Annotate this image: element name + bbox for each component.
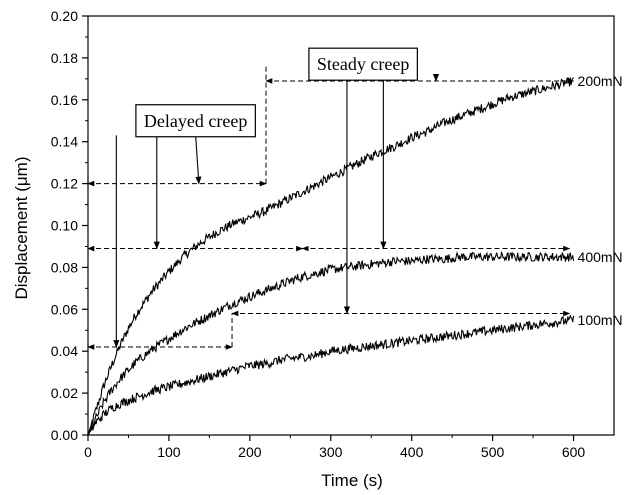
series-label: 100mN <box>578 312 623 328</box>
x-tick-label: 200 <box>238 444 262 460</box>
annotation-arrows <box>113 74 440 348</box>
y-tick-label: 0.10 <box>51 218 78 234</box>
annotation-label: Steady creep <box>317 54 409 74</box>
x-tick-label: 600 <box>562 444 586 460</box>
series-label: 400mN <box>578 249 623 265</box>
y-tick-label: 0.16 <box>51 92 78 108</box>
series-line-100mN <box>87 314 575 436</box>
y-axis-title: Displacement (μm) <box>12 157 31 300</box>
y-tick-label: 0.06 <box>51 301 78 317</box>
y-tick-label: 0.12 <box>51 176 78 192</box>
y-tick-label: 0.08 <box>51 259 78 275</box>
x-tick-label: 400 <box>400 444 424 460</box>
x-tick-label: 100 <box>157 444 181 460</box>
annotation-boxes: Delayed creep Steady creep <box>135 47 418 138</box>
annotation-box <box>135 104 256 138</box>
y-tick-label: 0.18 <box>51 50 78 66</box>
annotation-arrow <box>195 135 202 185</box>
x-tick-label: 500 <box>481 444 505 460</box>
x-axis-title: Time (s) <box>321 471 383 490</box>
annotation-label: Delayed creep <box>144 111 247 131</box>
y-axis: 0.00 0.02 0.04 0.06 0.08 0.10 0.12 0.14 0.16 0.18… <box>51 8 88 443</box>
series-labels: 200mN 400mN 100mN <box>578 73 623 328</box>
y-tick-label: 0.02 <box>51 385 78 401</box>
x-tick-label: 300 <box>319 444 343 460</box>
y-tick-label: 0.20 <box>51 8 78 24</box>
series-line-200mN <box>87 77 574 436</box>
y-tick-label: 0.00 <box>51 427 78 443</box>
y-tick-label: 0.14 <box>51 134 78 150</box>
series-line-400mN <box>87 250 575 436</box>
x-tick-label: 0 <box>84 444 92 460</box>
x-axis: 0 100 200 300 400 500 600 <box>84 435 585 460</box>
series-lines <box>87 77 575 436</box>
annotation-box <box>308 47 418 81</box>
series-label: 200mN <box>578 73 623 89</box>
y-tick-label: 0.04 <box>51 343 78 359</box>
